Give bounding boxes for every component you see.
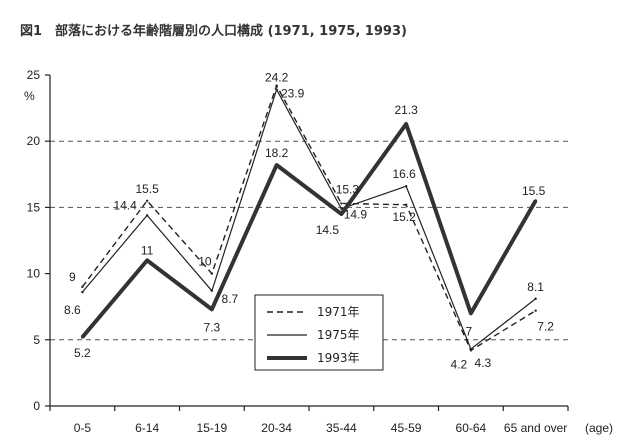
data-label: 24.2 bbox=[265, 71, 289, 85]
data-point bbox=[81, 285, 84, 289]
data-label: 4.2 bbox=[451, 357, 468, 371]
x-tick-label: 20-34 bbox=[261, 421, 292, 435]
x-tick-label: 45-59 bbox=[391, 421, 422, 435]
data-point bbox=[534, 297, 537, 300]
data-point bbox=[340, 207, 343, 210]
x-axis-unit: (age) bbox=[585, 421, 613, 435]
y-tick-label: 5 bbox=[33, 333, 40, 347]
data-label: 8.7 bbox=[222, 292, 239, 306]
data-point bbox=[340, 202, 343, 205]
data-label: 21.3 bbox=[394, 103, 418, 117]
data-label: 9 bbox=[69, 270, 76, 284]
data-label: 14.4 bbox=[113, 198, 137, 212]
x-tick-label: 35-44 bbox=[326, 421, 357, 435]
legend-label-0: 1971年 bbox=[317, 305, 360, 319]
data-point bbox=[210, 307, 214, 311]
series-line-2 bbox=[80, 121, 538, 339]
x-tick-label: 0-5 bbox=[74, 421, 92, 435]
data-point bbox=[404, 122, 408, 126]
x-tick-label: 65 and over bbox=[504, 421, 567, 435]
y-tick-label: 0 bbox=[33, 399, 40, 413]
x-tick-label: 60-64 bbox=[456, 421, 487, 435]
y-tick-label: 25 bbox=[27, 68, 41, 82]
data-point bbox=[145, 258, 149, 262]
data-point bbox=[81, 290, 84, 294]
data-label: 15.5 bbox=[522, 184, 546, 198]
data-point bbox=[469, 311, 473, 315]
data-label: 16.6 bbox=[392, 167, 416, 181]
data-label: 7 bbox=[466, 324, 473, 338]
data-point bbox=[145, 214, 149, 217]
data-point bbox=[404, 185, 408, 188]
data-label: 15.2 bbox=[392, 210, 416, 224]
data-label: 7.3 bbox=[204, 320, 221, 334]
data-labels: 9 15.5 10 24.2 15.3 15.2 4.2 7.2 8.6 14.4 8.7 23.9 1… bbox=[64, 71, 554, 372]
data-label: 14.5 bbox=[316, 223, 340, 237]
data-label: 14.9 bbox=[344, 208, 368, 222]
data-point bbox=[534, 199, 538, 203]
series-line-0 bbox=[81, 84, 536, 352]
legend-label-1: 1975年 bbox=[317, 328, 360, 342]
data-point bbox=[404, 203, 408, 206]
data-label: 15.5 bbox=[135, 182, 159, 196]
axes: 0 5 10 15 20 25 0-5 6-14 15-19 20-34 35-44 45-59 60-… bbox=[27, 68, 569, 435]
data-label: 23.9 bbox=[281, 87, 305, 101]
data-label: 15.3 bbox=[336, 182, 360, 196]
data-label: 8.6 bbox=[64, 303, 81, 317]
legend-label-2: 1993年 bbox=[317, 351, 360, 365]
series-layer bbox=[80, 84, 538, 352]
legend: 1971年 1975年 1993年 bbox=[254, 294, 384, 371]
data-label: 18.2 bbox=[265, 146, 289, 160]
data-label: 10 bbox=[198, 255, 212, 269]
data-point bbox=[275, 84, 278, 87]
data-point bbox=[275, 163, 279, 167]
data-label: 5.2 bbox=[74, 346, 91, 360]
data-point bbox=[534, 309, 537, 312]
x-tick-label: 6-14 bbox=[135, 421, 159, 435]
data-point bbox=[339, 212, 343, 216]
data-point bbox=[275, 88, 278, 91]
series-line-1 bbox=[81, 88, 536, 350]
y-axis-unit: % bbox=[24, 89, 35, 103]
y-tick-label: 20 bbox=[27, 134, 41, 148]
data-point bbox=[210, 289, 214, 293]
y-tick-label: 15 bbox=[27, 200, 41, 214]
data-point bbox=[469, 347, 473, 351]
data-label: 7.2 bbox=[537, 320, 554, 334]
x-tick-label: 15-19 bbox=[197, 421, 228, 435]
chart-title: 図1 部落における年齢階層別の人口構成 (1971, 1975, 1993) bbox=[20, 23, 407, 39]
data-point bbox=[80, 335, 84, 339]
data-point bbox=[145, 199, 149, 202]
data-point bbox=[210, 272, 214, 275]
data-label: 4.3 bbox=[475, 356, 492, 370]
y-tick-label: 10 bbox=[27, 267, 41, 281]
data-label: 8.1 bbox=[527, 280, 544, 294]
data-label: 11 bbox=[141, 243, 154, 257]
